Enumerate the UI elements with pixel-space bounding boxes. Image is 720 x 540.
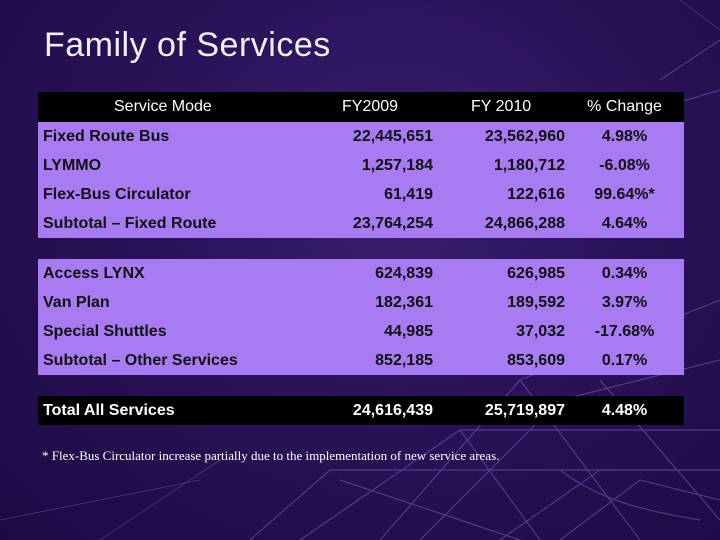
cell-percent-change: 4.64% <box>601 214 648 232</box>
cell-fy2009: 23,764,254 <box>352 214 433 232</box>
cell-percent-change: -17.68% <box>594 322 655 340</box>
cell-fy2009: 624,839 <box>375 264 433 282</box>
row-separator <box>38 375 684 396</box>
cell-percent-change: -6.08% <box>599 156 650 174</box>
footnote: * Flex-Bus Circulator increase partially… <box>42 448 500 463</box>
cell-fy2010: 24,866,288 <box>484 214 565 232</box>
cell-service-mode: Access LYNX <box>43 264 145 282</box>
cell-fy2010: 626,985 <box>507 264 565 282</box>
header-fy2010: FY 2010 <box>471 98 532 115</box>
table-row: Flex-Bus Circulator 61,419 122,616 99.64… <box>38 180 684 209</box>
services-table: Service Mode FY2009 FY 2010 % Change Fix… <box>38 92 684 425</box>
page-title: Family of Services <box>44 26 331 64</box>
cell-fy2010: 25,719,897 <box>484 401 565 419</box>
cell-fy2010: 122,616 <box>507 185 565 203</box>
cell-fy2009: 24,616,439 <box>352 401 433 419</box>
table-header-row: Service Mode FY2009 FY 2010 % Change <box>38 92 684 122</box>
cell-fy2009: 852,185 <box>375 351 433 369</box>
cell-service-mode: Fixed Route Bus <box>43 127 170 145</box>
header-fy2009: FY2009 <box>342 98 399 115</box>
cell-service-mode: Van Plan <box>43 293 110 311</box>
total-row: Total All Services 24,616,439 25,719,897… <box>38 396 684 425</box>
header-percent-change: % Change <box>587 98 662 115</box>
row-separator <box>38 238 684 259</box>
cell-fy2010: 37,032 <box>516 322 565 340</box>
cell-percent-change: 4.98% <box>601 127 648 145</box>
table-row: LYMMO 1,257,184 1,180,712 -6.08% <box>38 151 684 180</box>
cell-fy2009: 22,445,651 <box>352 127 433 145</box>
cell-fy2010: 23,562,960 <box>484 127 565 145</box>
table-row: Van Plan 182,361 189,592 3.97% <box>38 288 684 317</box>
cell-service-mode: Flex-Bus Circulator <box>43 185 191 203</box>
cell-percent-change: 99.64%* <box>594 185 655 203</box>
cell-fy2010: 1,180,712 <box>493 156 565 174</box>
cell-fy2009: 1,257,184 <box>361 156 433 174</box>
cell-percent-change: 0.34% <box>601 264 648 282</box>
cell-service-mode: Total All Services <box>43 401 175 419</box>
header-service-mode: Service Mode <box>114 98 212 115</box>
cell-service-mode: Subtotal – Fixed Route <box>43 214 217 232</box>
cell-percent-change: 4.48% <box>601 401 648 419</box>
cell-fy2009: 182,361 <box>375 293 433 311</box>
table-row: Special Shuttles 44,985 37,032 -17.68% <box>38 317 684 346</box>
cell-fy2009: 44,985 <box>384 322 433 340</box>
cell-service-mode: Special Shuttles <box>43 322 167 340</box>
cell-percent-change: 3.97% <box>601 293 648 311</box>
cell-fy2010: 853,609 <box>507 351 565 369</box>
table-row: Fixed Route Bus 22,445,651 23,562,960 4.… <box>38 122 684 151</box>
subtotal-row: Subtotal – Fixed Route 23,764,254 24,866… <box>38 209 684 238</box>
cell-fy2010: 189,592 <box>507 293 565 311</box>
cell-service-mode: LYMMO <box>43 156 102 174</box>
table-row: Access LYNX 624,839 626,985 0.34% <box>38 259 684 288</box>
cell-fy2009: 61,419 <box>384 185 433 203</box>
cell-percent-change: 0.17% <box>601 351 648 369</box>
cell-service-mode: Subtotal – Other Services <box>43 351 238 369</box>
subtotal-row: Subtotal – Other Services 852,185 853,60… <box>38 346 684 375</box>
